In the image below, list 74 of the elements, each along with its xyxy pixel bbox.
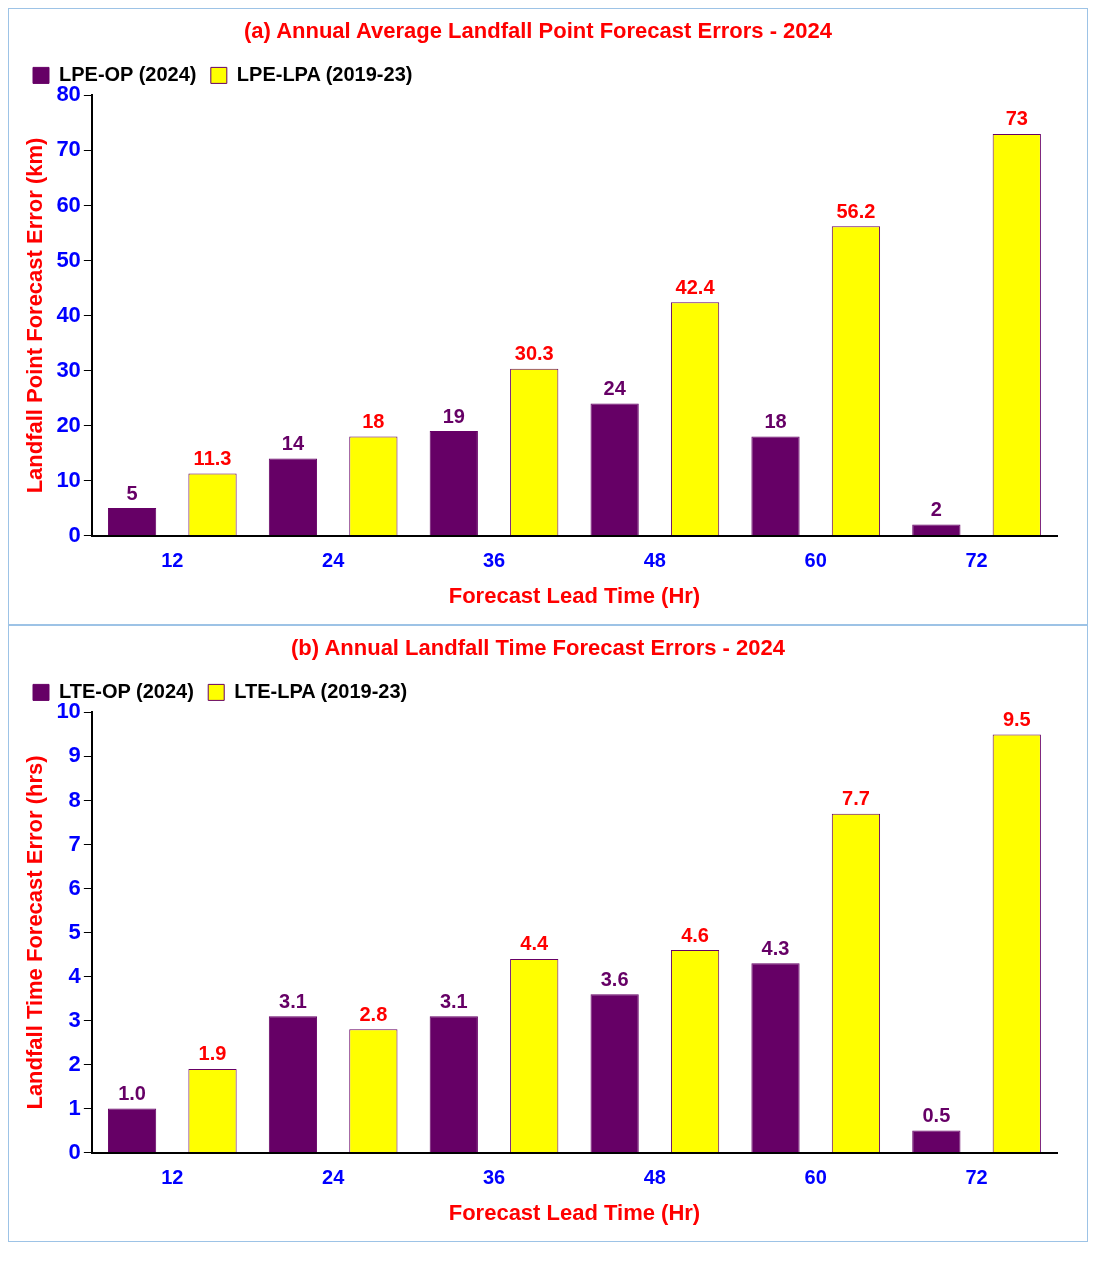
bar <box>912 524 961 536</box>
data-label: 14 <box>281 432 305 455</box>
x-tick-label: 72 <box>965 1166 988 1189</box>
y-tick-label: 3 <box>68 1006 81 1032</box>
legend-label: LTE-LPA (2019-23) <box>234 679 408 702</box>
y-tick-label: 4 <box>68 962 82 988</box>
bar <box>268 458 318 536</box>
y-tick-label: 30 <box>56 356 81 382</box>
y-tick-label: 40 <box>56 301 81 327</box>
data-label: 3.1 <box>439 989 468 1012</box>
y-tick-label: 2 <box>68 1050 81 1076</box>
x-tick-label: 12 <box>161 1166 184 1189</box>
x-axis-title: Forecast Lead Time (Hr) <box>448 582 701 608</box>
data-label: 18 <box>362 410 385 433</box>
y-tick-label: 50 <box>56 246 81 272</box>
data-label: 4.3 <box>761 936 790 959</box>
bar <box>912 1130 961 1153</box>
data-label: 4.4 <box>520 932 549 955</box>
y-tick-label: 9 <box>68 742 81 768</box>
bar <box>107 1108 157 1153</box>
x-tick-label: 60 <box>804 1166 827 1189</box>
chart-title: (b) Annual Landfall Time Forecast Errors - 2024 <box>291 635 786 661</box>
data-label: 24 <box>603 377 627 400</box>
bar <box>751 436 800 536</box>
y-tick-label: 5 <box>68 918 81 944</box>
data-label: 7.7 <box>842 787 870 810</box>
data-label: 4.6 <box>681 923 709 946</box>
x-axis-title: Forecast Lead Time (Hr) <box>448 1199 701 1225</box>
data-label: 9.5 <box>1002 707 1031 730</box>
bar <box>590 994 639 1153</box>
bar <box>751 963 800 1153</box>
legend-label: LPE-LPA (2019-23) <box>236 62 413 85</box>
x-tick-label: 12 <box>161 549 184 572</box>
data-label: 3.1 <box>279 989 307 1012</box>
x-tick-label: 48 <box>643 1166 666 1189</box>
data-label: 18 <box>764 410 787 433</box>
x-tick-label: 36 <box>482 549 506 572</box>
bar <box>590 403 639 536</box>
bar <box>268 1016 318 1153</box>
y-tick-label: 1 <box>68 1094 81 1120</box>
data-label: 1.9 <box>198 1042 227 1065</box>
data-label: 11.3 <box>193 446 232 469</box>
x-tick-label: 72 <box>965 549 988 572</box>
x-tick-label: 48 <box>643 549 666 572</box>
y-axis-title: Landfall Time Forecast Error (hrs) <box>22 755 48 1110</box>
y-tick-label: 70 <box>56 136 81 162</box>
data-label: 5 <box>126 481 138 504</box>
chart-title: (a) Annual Average Landfall Point Forecast Errors - 2024 <box>243 18 833 44</box>
data-label: 2 <box>930 498 942 521</box>
data-label: 2.8 <box>359 1002 388 1025</box>
data-label: 1.0 <box>118 1082 146 1105</box>
y-tick-label: 6 <box>68 874 81 900</box>
y-tick-label: 10 <box>56 466 81 492</box>
data-label: 73 <box>1005 107 1028 130</box>
x-tick-label: 36 <box>482 1166 506 1189</box>
data-label: 3.6 <box>600 967 629 990</box>
bar <box>107 508 157 536</box>
data-label: 56.2 <box>836 199 876 222</box>
y-tick-label: 0 <box>68 1138 81 1164</box>
x-tick-label: 24 <box>322 549 346 572</box>
x-tick-label: 60 <box>804 549 827 572</box>
data-label: 19 <box>442 404 465 427</box>
x-tick-label: 24 <box>322 1166 346 1189</box>
data-label: 0.5 <box>922 1104 951 1127</box>
y-tick-label: 0 <box>68 521 81 547</box>
y-tick-label: 20 <box>56 411 81 437</box>
y-tick-label: 7 <box>68 830 81 856</box>
y-tick-label: 8 <box>68 786 81 812</box>
y-tick-label: 60 <box>56 191 81 217</box>
bar <box>429 1016 478 1153</box>
data-label: 30.3 <box>514 342 554 365</box>
y-axis-title: Landfall Point Forecast Error (km) <box>22 137 48 494</box>
data-label: 42.4 <box>675 275 716 298</box>
bar <box>429 431 478 536</box>
